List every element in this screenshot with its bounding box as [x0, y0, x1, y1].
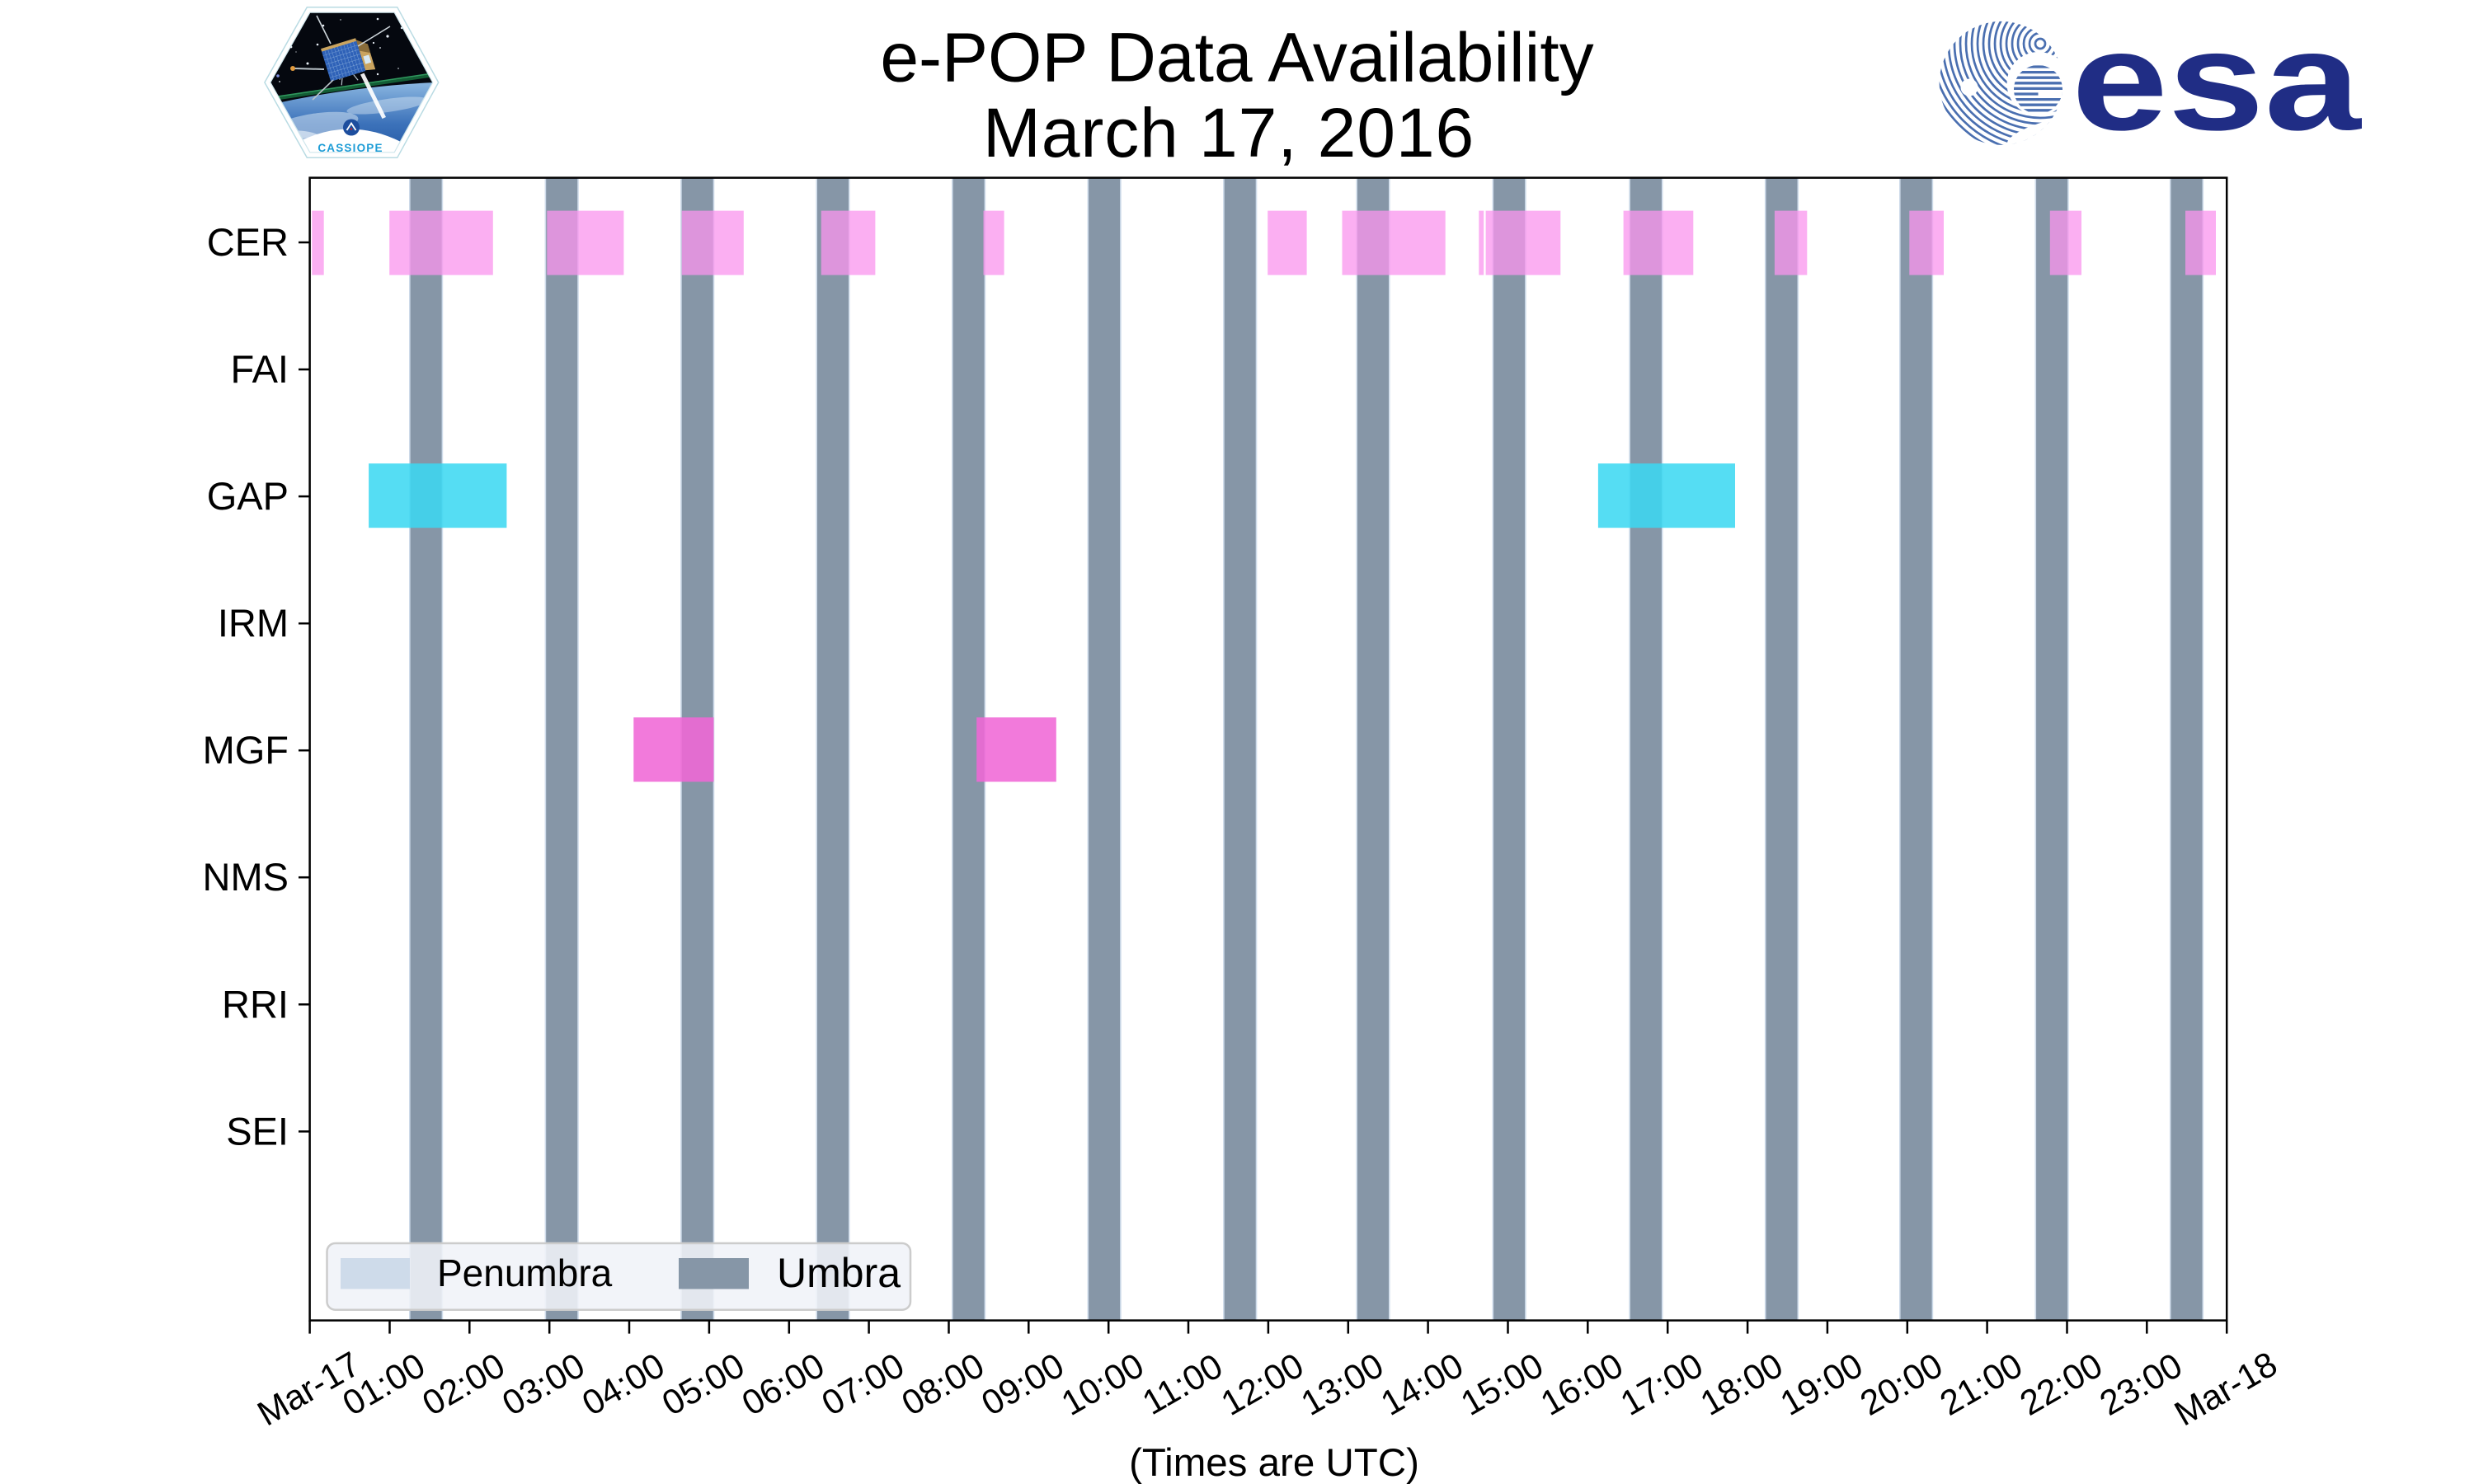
svg-text:GAP: GAP	[207, 474, 289, 518]
svg-text:11:00: 11:00	[1136, 1347, 1230, 1423]
svg-text:March 17, 2016: March 17, 2016	[983, 94, 1475, 171]
svg-text:SEI: SEI	[226, 1109, 289, 1153]
svg-text:22:00: 22:00	[2014, 1346, 2109, 1424]
svg-text:e-POP Data Availability: e-POP Data Availability	[880, 19, 1593, 96]
svg-text:13:00: 13:00	[1295, 1346, 1390, 1424]
svg-text:18:00: 18:00	[1695, 1346, 1790, 1424]
svg-text:08:00: 08:00	[896, 1346, 991, 1424]
svg-text:15:00: 15:00	[1455, 1346, 1550, 1424]
svg-text:Penumbra: Penumbra	[437, 1252, 613, 1294]
svg-text:MGF: MGF	[203, 728, 289, 772]
svg-text:21:00: 21:00	[1934, 1346, 2030, 1424]
svg-text:Umbra: Umbra	[777, 1250, 901, 1296]
svg-text:09:00: 09:00	[976, 1346, 1071, 1424]
svg-text:04:00: 04:00	[576, 1346, 671, 1424]
svg-text:17:00: 17:00	[1615, 1346, 1710, 1424]
svg-text:RRI: RRI	[222, 982, 289, 1026]
svg-text:02:00: 02:00	[416, 1346, 512, 1424]
svg-text:14:00: 14:00	[1375, 1346, 1470, 1424]
svg-text:20:00: 20:00	[1854, 1346, 1950, 1424]
svg-text:03:00: 03:00	[496, 1346, 592, 1424]
svg-text:16:00: 16:00	[1535, 1346, 1630, 1424]
svg-text:(Times are UTC): (Times are UTC)	[1129, 1441, 1419, 1484]
svg-text:Mar-18: Mar-18	[2168, 1345, 2284, 1434]
svg-text:07:00: 07:00	[816, 1346, 911, 1424]
svg-text:CASSIOPE: CASSIOPE	[317, 142, 383, 154]
svg-text:esa: esa	[2072, 2, 2362, 160]
svg-text:12:00: 12:00	[1215, 1346, 1310, 1424]
svg-text:FAI: FAI	[230, 347, 289, 391]
svg-text:19:00: 19:00	[1774, 1346, 1870, 1424]
svg-text:CER: CER	[207, 220, 289, 264]
svg-text:10:00: 10:00	[1056, 1346, 1151, 1424]
svg-text:05:00: 05:00	[656, 1346, 751, 1424]
svg-text:06:00: 06:00	[736, 1346, 831, 1424]
svg-text:NMS: NMS	[203, 855, 289, 899]
svg-text:IRM: IRM	[218, 601, 289, 645]
